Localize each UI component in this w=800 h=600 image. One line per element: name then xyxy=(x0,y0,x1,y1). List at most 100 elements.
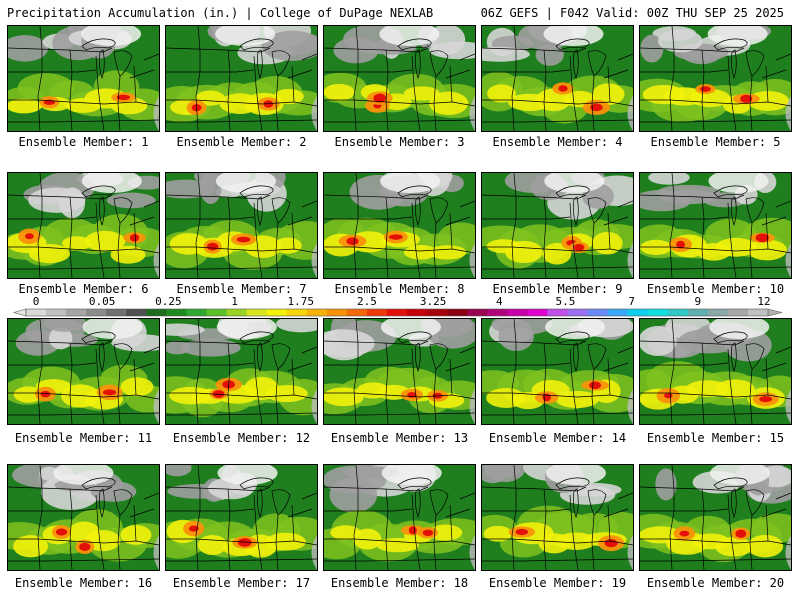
colorbar-swatch xyxy=(527,309,548,316)
colorbar-tick-label: 0 xyxy=(32,295,40,308)
colorbar-swatch xyxy=(66,309,87,316)
panel-label-member-18: Ensemble Member: 18 xyxy=(330,576,469,590)
header-run-info: 06Z GEFS | F042 Valid: 00Z THU SEP 25 20… xyxy=(480,6,784,20)
colorbar-swatch xyxy=(687,309,709,316)
panel-label-member-4: Ensemble Member: 4 xyxy=(492,135,623,149)
heavy-precip-core xyxy=(673,526,751,541)
colorbar-swatch xyxy=(286,309,308,316)
state-borders xyxy=(482,26,633,131)
moderate-precip-band xyxy=(8,230,146,264)
panel-label-member-20: Ensemble Member: 20 xyxy=(646,576,785,590)
colorbar-swatch xyxy=(707,309,729,316)
map-panel-member-18 xyxy=(323,464,476,571)
map-panel-member-13 xyxy=(323,318,476,425)
colorbar-tick-label: 12 xyxy=(757,295,771,308)
header-title: Precipitation Accumulation (in.) | Colle… xyxy=(7,6,434,20)
panel-label-member-5: Ensemble Member: 5 xyxy=(650,135,781,149)
colorbar-swatch xyxy=(246,309,267,316)
colorbar-swatch xyxy=(126,309,147,316)
colorbar-swatch xyxy=(146,309,167,316)
heavy-precip-core xyxy=(209,377,242,400)
state-borders xyxy=(640,173,791,278)
colorbar-swatch xyxy=(607,309,628,316)
map-panel-member-10 xyxy=(639,172,792,279)
colorbar-swatch xyxy=(487,309,508,316)
map-panel-member-17 xyxy=(165,464,318,571)
heavy-precip-core xyxy=(51,525,95,555)
state-borders xyxy=(640,26,791,131)
panel-label-member-10: Ensemble Member: 10 xyxy=(646,282,785,296)
state-borders xyxy=(482,319,633,424)
no-precip-area xyxy=(207,26,317,65)
map-panel-member-8 xyxy=(323,172,476,279)
panel-label-member-3: Ensemble Member: 3 xyxy=(334,135,465,149)
colorbar-swatch xyxy=(407,309,428,316)
colorbar-swatch xyxy=(587,309,608,316)
state-borders xyxy=(482,465,633,570)
heavy-precip-core xyxy=(508,526,625,552)
colorbar-swatch xyxy=(346,309,368,316)
panel-label-member-12: Ensemble Member: 12 xyxy=(172,431,311,445)
no-precip-area xyxy=(324,319,475,361)
state-borders xyxy=(324,26,475,131)
map-panel-member-16 xyxy=(7,464,160,571)
colorbar-swatch xyxy=(447,309,468,316)
map-panel-member-7 xyxy=(165,172,318,279)
colorbar-swatch xyxy=(26,309,47,316)
colorbar-tick-label: 2.5 xyxy=(356,295,377,308)
panel-label-member-16: Ensemble Member: 16 xyxy=(14,576,153,590)
no-precip-area xyxy=(166,173,287,212)
map-panel-member-14 xyxy=(481,318,634,425)
colorbar-swatch xyxy=(727,309,749,316)
map-panel-member-12 xyxy=(165,318,318,425)
map-panel-member-15 xyxy=(639,318,792,425)
map-panel-member-19 xyxy=(481,464,634,571)
colorbar-swatch xyxy=(747,309,769,316)
state-borders xyxy=(8,173,159,278)
colorbar-tick-label: 3.25 xyxy=(419,295,447,308)
map-panel-member-4 xyxy=(481,25,634,132)
heavy-precip-core xyxy=(561,235,589,254)
no-precip-area xyxy=(489,319,633,351)
state-borders xyxy=(8,465,159,570)
panel-label-member-9: Ensemble Member: 9 xyxy=(492,282,623,296)
no-precip-area xyxy=(640,319,772,362)
heavy-precip-core xyxy=(338,230,408,248)
colorbar-tick-label: 1.75 xyxy=(287,295,314,308)
no-precip-area xyxy=(8,26,142,62)
map-panel-member-1 xyxy=(7,25,160,132)
colorbar-swatch xyxy=(507,309,528,316)
colorbar-swatch xyxy=(386,309,408,316)
panel-label-member-14: Ensemble Member: 14 xyxy=(488,431,627,445)
colorbar-left-arrow xyxy=(12,308,27,317)
colorbar-swatch xyxy=(567,309,588,316)
panel-label-member-6: Ensemble Member: 6 xyxy=(18,282,149,296)
colorbar-swatch xyxy=(647,309,669,316)
heavy-precip-core xyxy=(400,388,449,402)
colorbar-swatch xyxy=(306,309,328,316)
colorbar-right-arrow xyxy=(767,308,783,317)
colorbar-swatch xyxy=(46,309,67,316)
state-borders xyxy=(482,173,633,278)
colorbar-graphic xyxy=(12,308,783,317)
colorbar-swatch xyxy=(86,309,107,316)
precip-colorbar: 0 0.05 0.25 1 1.75 2.5 3.25 4 5.5 7 9 12 xyxy=(0,296,800,320)
colorbar-tick-label: 7 xyxy=(628,295,635,308)
panel-label-member-7: Ensemble Member: 7 xyxy=(176,282,307,296)
state-borders xyxy=(166,319,317,424)
map-panel-member-5 xyxy=(639,25,792,132)
no-precip-area xyxy=(640,26,772,65)
panel-label-member-13: Ensemble Member: 13 xyxy=(330,431,469,445)
heavy-precip-core xyxy=(18,228,146,244)
panel-label-member-8: Ensemble Member: 8 xyxy=(334,282,465,296)
colorbar-tick-label: 4 xyxy=(495,295,503,308)
state-borders xyxy=(324,465,475,570)
state-borders xyxy=(8,26,159,131)
panel-label-member-19: Ensemble Member: 19 xyxy=(488,576,627,590)
state-borders xyxy=(8,319,159,424)
colorbar-swatch xyxy=(427,309,448,316)
state-borders xyxy=(166,26,317,131)
state-borders xyxy=(166,173,317,278)
colorbar-swatch xyxy=(106,309,127,316)
